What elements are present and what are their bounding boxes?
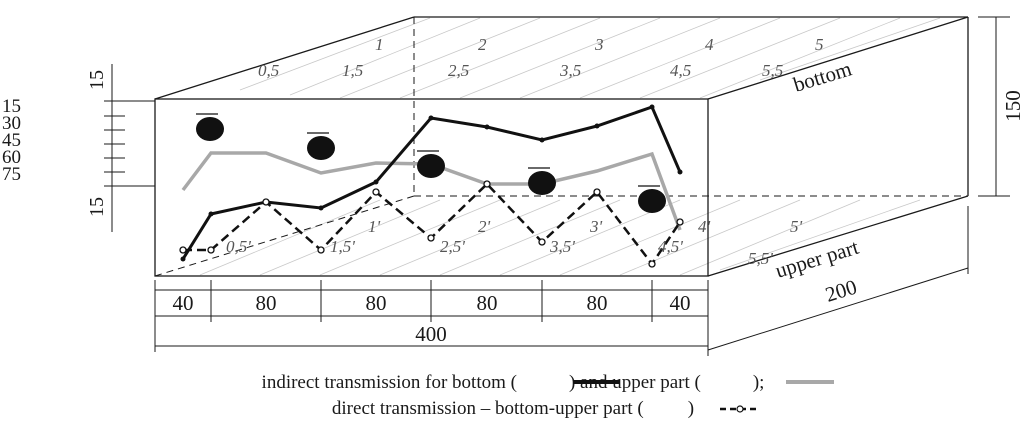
segment-label: 80 (366, 291, 387, 315)
grid-label: 1,5' (330, 237, 355, 256)
scale-tick-label: 60 (2, 147, 21, 168)
grid-label: 5' (790, 217, 803, 236)
legend-text: ) and upper part ( (569, 372, 701, 393)
scale-top-label: 15 (86, 70, 108, 90)
bottom-point (484, 124, 490, 130)
legend-text: ); (753, 372, 765, 393)
box-outline (154, 16, 969, 277)
sensor-blob (196, 117, 224, 141)
legend-swatch-direct-point (736, 405, 744, 413)
grid-label: 3 (594, 35, 604, 54)
direct-point (262, 198, 270, 206)
grid-label: 2' (478, 217, 491, 236)
direct-point (179, 246, 187, 254)
front-face (154, 98, 709, 277)
direct-point (676, 218, 684, 226)
total-width-label: 400 (415, 322, 447, 346)
scale-tick-label: 45 (2, 130, 21, 151)
edge-bottom-right (707, 195, 969, 277)
bottom-point (539, 137, 545, 143)
bottom-point (208, 211, 214, 217)
edge-top-left (154, 16, 415, 100)
scale-tick-label: 75 (2, 164, 21, 185)
grid-label: 1 (375, 35, 384, 54)
segment-label: 80 (477, 291, 498, 315)
series-layer (179, 104, 684, 268)
segment-label: 40 (670, 291, 691, 315)
direct-point (372, 188, 380, 196)
depth-label: 200 (822, 275, 859, 307)
legend: indirect transmission for bottom ( ) and … (262, 372, 765, 419)
grid-label: 3,5 (559, 61, 581, 80)
bottom-point (318, 205, 324, 211)
bottom-point (428, 115, 434, 121)
grid-label: 5 (815, 35, 824, 54)
grid-label: 1,5 (342, 61, 363, 80)
grid-label: 3' (589, 217, 603, 236)
grid-label: 2,5' (440, 237, 465, 256)
grid-label: 4,5' (658, 237, 683, 256)
hidden-edges (154, 17, 968, 277)
legend-text: indirect transmission for bottom ( (262, 372, 517, 393)
scale-tick-label: 30 (2, 113, 21, 134)
bottom-point (677, 169, 683, 175)
sensor-blob (307, 136, 335, 160)
legend-text: ) (688, 398, 694, 419)
sensor-blob (417, 154, 445, 178)
scale-bottom-label: 15 (86, 197, 108, 217)
bottom-point (180, 256, 186, 262)
grid-label: 5,5 (762, 61, 783, 80)
top-grid-labels: 0,5 1 1,5 2 2,5 3 3,5 4 4,5 5 5,5 (258, 35, 824, 80)
grid-label: 3,5' (549, 237, 575, 256)
segment-label: 40 (173, 291, 194, 315)
height-label: 150 (1001, 90, 1025, 122)
bottom-point (649, 104, 655, 110)
grid-label: 2 (478, 35, 487, 54)
grid-label: 0,5' (226, 237, 251, 256)
bottom-point (373, 179, 379, 185)
sensor-blob (528, 171, 556, 195)
left-scale (104, 64, 155, 232)
grid-label: 5,5' (748, 249, 773, 268)
legend-text: direct transmission – bottom-upper part … (332, 398, 644, 419)
grid-label: 4' (698, 217, 711, 236)
grid-label: 4,5 (670, 61, 691, 80)
width-dimension (154, 280, 709, 352)
direct-point (483, 180, 491, 188)
legend-swatches (573, 380, 834, 413)
direct-point (317, 246, 325, 254)
segment-label: 80 (256, 291, 277, 315)
direct-point (538, 238, 546, 246)
width-segment-labels: 40 80 80 80 80 40 (173, 291, 691, 315)
direct-point (593, 188, 601, 196)
grid-label: 2,5 (448, 61, 469, 80)
height-dimension (978, 16, 1010, 197)
direct-point (427, 234, 435, 242)
edge-top-right (707, 16, 969, 100)
bottom-point (594, 123, 600, 129)
sensor-blob (638, 189, 666, 213)
bottom-face-hatching (199, 199, 921, 276)
direct-point (648, 260, 656, 268)
scale-tick-labels: 15 30 45 60 75 (2, 96, 21, 185)
scale-tick-label: 15 (2, 96, 21, 117)
top-face-hatching (239, 17, 941, 99)
legend-line-2: direct transmission – bottom-upper part … (332, 398, 694, 419)
grid-label: 0,5 (258, 61, 279, 80)
grid-label: 4 (705, 35, 714, 54)
bottom-grid-labels: 0,5' 1' 1,5' 2' 2,5' 3' 3,5' 4' 4,5' 5' … (226, 217, 803, 268)
grid-label: 1' (368, 217, 381, 236)
segment-label: 80 (587, 291, 608, 315)
legend-line-1: indirect transmission for bottom ( ) and … (262, 372, 765, 393)
direct-point (207, 246, 215, 254)
